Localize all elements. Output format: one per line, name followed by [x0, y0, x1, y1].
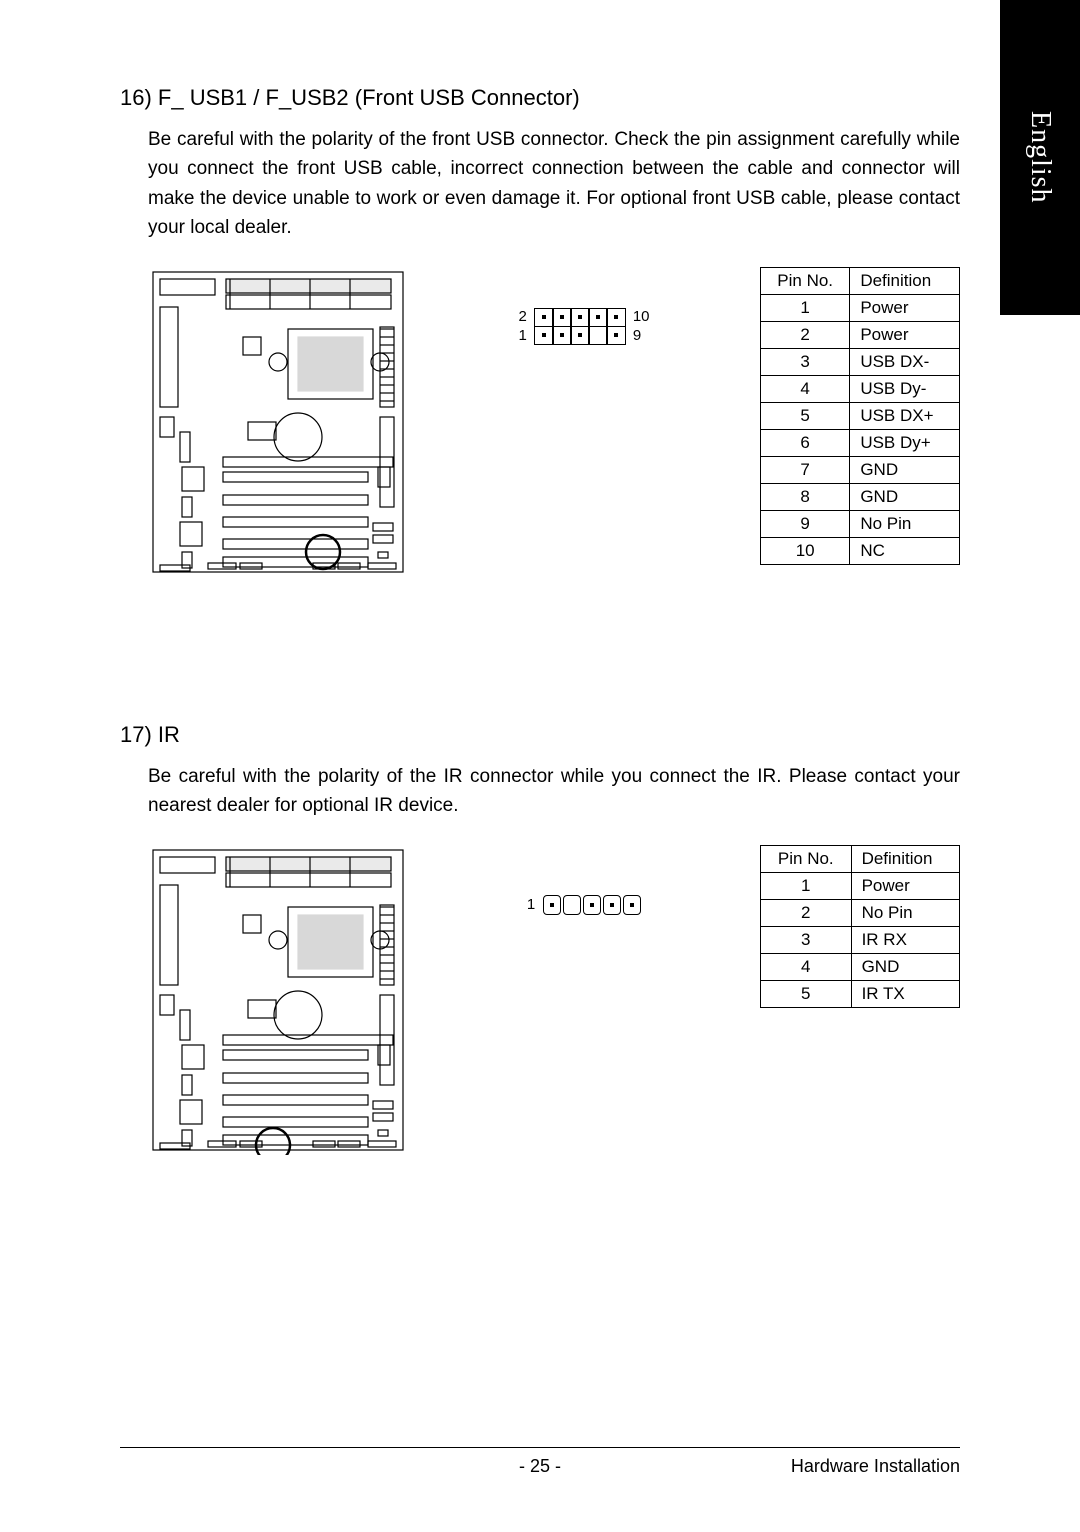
- language-label: English: [1024, 111, 1056, 204]
- pin-header-diagram: 2 1 10 9: [518, 307, 649, 346]
- section-title: 16) F_ USB1 / F_USB2 (Front USB Connecto…: [120, 85, 960, 111]
- page-number: - 25 -: [519, 1456, 561, 1477]
- section-body: Be careful with the polarity of the fron…: [148, 125, 960, 243]
- page-footer: - 25 - Hardware Installation: [120, 1447, 960, 1477]
- pin-label-right: 10 9: [633, 307, 650, 346]
- pin-header-diagram: 1: [527, 895, 641, 915]
- section-ir: 17) IR Be careful with the polarity of t…: [120, 722, 960, 1160]
- motherboard-diagram: [148, 267, 408, 582]
- pin-header-2x5: [535, 308, 625, 344]
- pin-header-1x5: [543, 895, 641, 915]
- section-usb: 16) F_ USB1 / F_USB2 (Front USB Connecto…: [120, 85, 960, 582]
- pin-label-left: 2 1: [518, 307, 526, 346]
- footer-section: Hardware Installation: [791, 1456, 960, 1477]
- motherboard-diagram: [148, 845, 408, 1160]
- pin-definition-table: Pin No.Definition1Power2Power3USB DX-4US…: [760, 267, 960, 565]
- section-body: Be careful with the polarity of the IR c…: [148, 762, 960, 821]
- pin-definition-table: Pin No.Definition1Power2No Pin3IR RX4GND…: [760, 845, 960, 1008]
- language-tab: English: [1000, 0, 1080, 315]
- pin-label-left: 1: [527, 895, 535, 915]
- page-content: 16) F_ USB1 / F_USB2 (Front USB Connecto…: [120, 85, 960, 1432]
- section-title: 17) IR: [120, 722, 960, 748]
